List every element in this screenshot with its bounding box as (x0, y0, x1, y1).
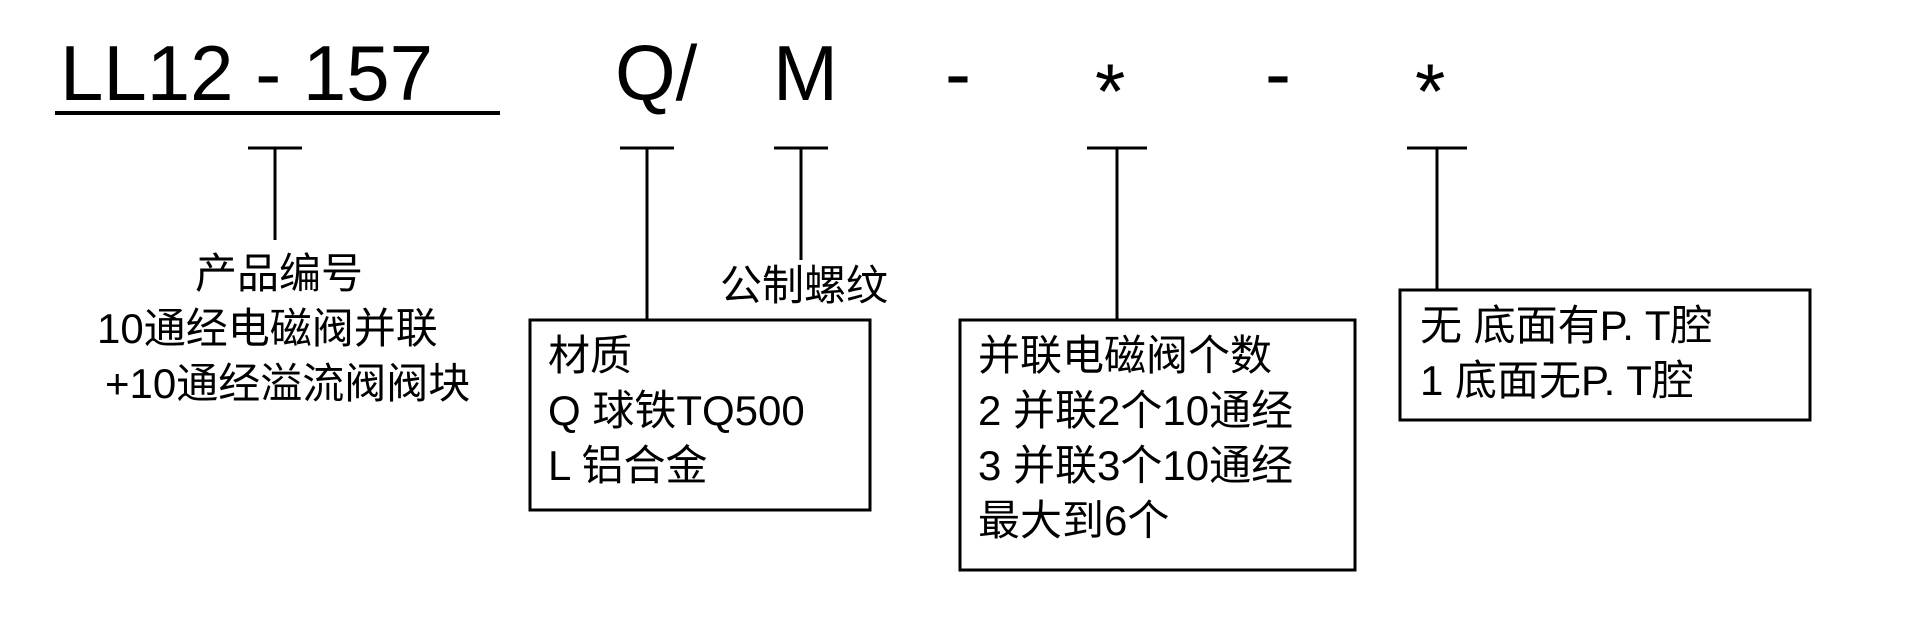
anno-product-line-2: +10通经溢流阀阀块 (105, 360, 470, 407)
code-seg-dash1: - (945, 29, 971, 117)
code-seg-ll12-157: LL12 - 157 (60, 29, 433, 117)
product-code-breakdown-diagram: LL12 - 157 Q/M - * - * 产品编号 10通经电磁阀并联 +10通经溢流阀阀块… (0, 0, 1911, 632)
anno-pt-line-1: 1 底面无P. T腔 (1420, 357, 1694, 404)
code-seg-m: M (773, 29, 838, 117)
anno-count-line-0: 并联电磁阀个数 (978, 332, 1272, 379)
anno-thread-line-0: 公制螺纹 (720, 262, 888, 309)
anno-product-line-1: 10通经电磁阀并联 (97, 305, 438, 352)
anno-material-line-1: Q 球铁TQ500 (548, 387, 805, 434)
code-seg-q: Q/ (615, 29, 698, 117)
anno-count-line-3: 最大到6个 (978, 497, 1169, 544)
anno-pt-line-0: 无 底面有P. T腔 (1420, 302, 1713, 349)
anno-material-line-0: 材质 (548, 332, 632, 379)
anno-product-line-0: 产品编号 (195, 250, 363, 297)
anno-count-line-2: 3 并联3个10通经 (978, 442, 1293, 489)
anno-count-line-1: 2 并联2个10通经 (978, 387, 1293, 434)
anno-material-line-2: L 铝合金 (548, 442, 707, 489)
code-seg-star2: * (1415, 47, 1445, 135)
code-seg-dash2: - (1265, 29, 1291, 117)
code-seg-star1: * (1095, 47, 1125, 135)
